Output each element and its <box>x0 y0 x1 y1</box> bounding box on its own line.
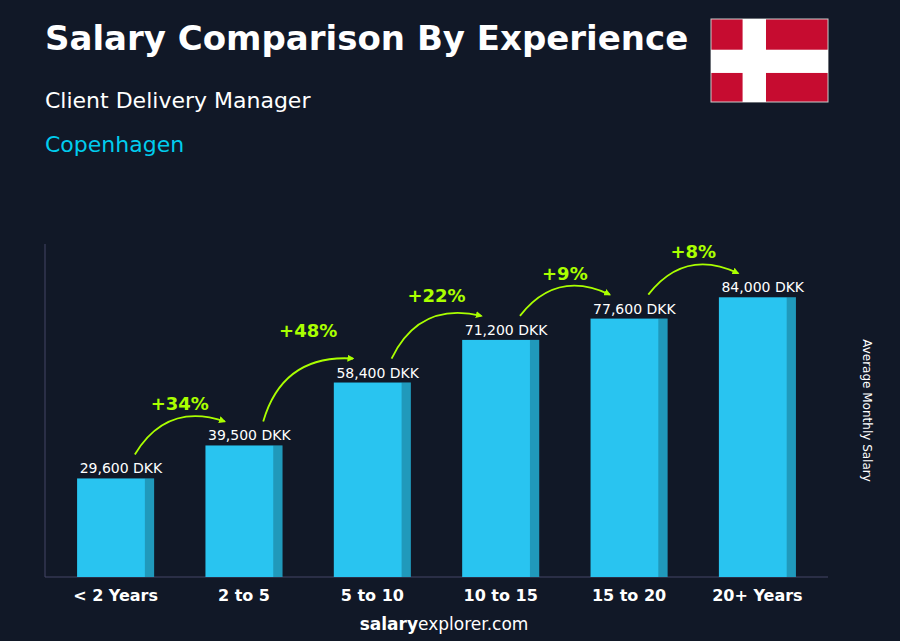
y-axis-line <box>45 244 46 577</box>
x-tick-label: 20+ Years <box>712 586 802 605</box>
bar-shade <box>658 319 667 577</box>
flag-field <box>711 19 828 102</box>
bar <box>591 319 668 577</box>
background <box>0 0 900 641</box>
bar-shade <box>402 383 411 577</box>
bar-shade <box>145 478 154 577</box>
bar <box>719 297 796 577</box>
bars <box>77 297 796 577</box>
growth-arrow <box>648 264 738 294</box>
growth-arrow <box>392 313 482 359</box>
growth-label: +34% <box>151 393 209 414</box>
bar <box>462 340 539 577</box>
x-tick-label: 2 to 5 <box>218 586 270 605</box>
bar-shade <box>787 297 796 577</box>
growth-arrow <box>135 416 225 454</box>
subtitle: Client Delivery Manager <box>45 88 311 113</box>
footer: salary <box>360 614 418 634</box>
footer: explorer.com <box>418 614 528 634</box>
x-tick-label: 10 to 15 <box>464 586 538 605</box>
flag-cross-v <box>743 19 766 102</box>
data-label: 39,500 DKK <box>208 427 291 443</box>
growth-annotations: +34% +48% +22% +9% +8% <box>135 241 738 454</box>
data-label: 84,000 DKK <box>721 279 804 295</box>
x-axis-line <box>45 577 828 578</box>
x-tick-label: 5 to 10 <box>341 586 404 605</box>
bar-shade <box>273 445 282 577</box>
flag-cross-h <box>711 50 828 73</box>
data-label: 29,600 DKK <box>80 460 163 476</box>
chart-container: Salary Comparison By Experience Client De… <box>0 0 900 641</box>
growth-label: +22% <box>407 285 465 306</box>
title: Salary Comparison By Experience <box>45 18 688 58</box>
x-tick-label: < 2 Years <box>73 586 158 605</box>
data-labels: 29,600 DKK 39,500 DKK 58,400 DKK 71,200 DKK… <box>80 279 805 476</box>
bar <box>77 478 154 577</box>
growth-arrow <box>520 286 610 316</box>
city: Copenhagen <box>45 132 184 157</box>
growth-label: +8% <box>670 241 716 262</box>
data-label: 77,600 DKK <box>593 301 676 317</box>
data-label: 71,200 DKK <box>465 322 548 338</box>
y-axis-label: Average Monthly Salary <box>860 339 874 482</box>
bar <box>205 445 282 577</box>
x-tick-label: 15 to 20 <box>592 586 666 605</box>
growth-label: +48% <box>279 320 337 341</box>
bar-shade <box>530 340 539 577</box>
chart: Salary Comparison By Experience Client De… <box>0 0 900 641</box>
bar <box>334 383 411 577</box>
data-label: 58,400 DKK <box>336 365 419 381</box>
growth-arrow <box>263 358 353 421</box>
growth-label: +9% <box>542 263 588 284</box>
flag <box>711 19 828 102</box>
